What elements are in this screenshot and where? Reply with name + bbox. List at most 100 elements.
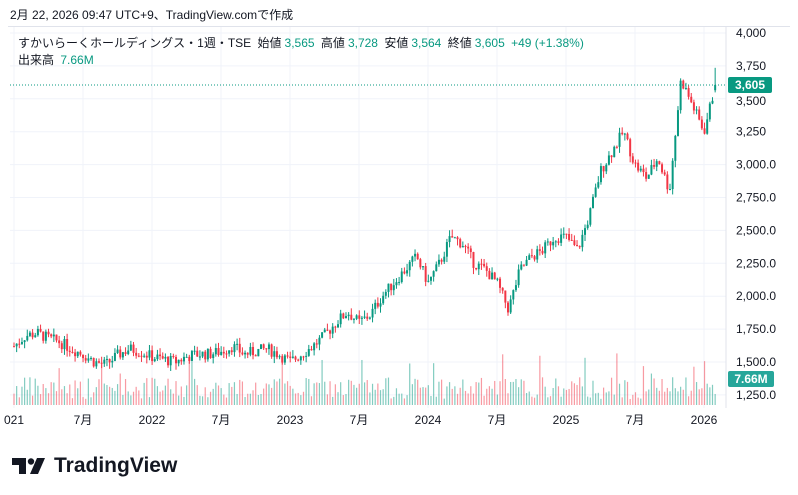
volume-bar	[119, 373, 121, 405]
volume-bar	[191, 355, 193, 405]
candle-body	[50, 334, 53, 337]
volume-bar	[515, 379, 517, 405]
volume-bar	[156, 386, 159, 405]
symbol-label[interactable]: すかいらーくホールディングス・1週・TSE	[18, 36, 252, 50]
candle-body	[185, 356, 188, 358]
volume-bar	[151, 377, 153, 405]
candle-body	[366, 316, 369, 319]
candle-body	[650, 165, 653, 175]
x-tick-label: 2026	[691, 413, 718, 427]
volume-bar	[377, 383, 379, 405]
volume-bar	[573, 383, 575, 405]
candle-body	[358, 315, 361, 319]
candle-body	[238, 343, 241, 353]
candle-body	[605, 164, 608, 172]
volume-bar	[61, 389, 63, 405]
candle-body	[42, 331, 45, 341]
candle-body	[629, 139, 632, 157]
candle-body	[63, 339, 66, 350]
volume-bar	[406, 395, 408, 405]
volume-bar	[664, 391, 666, 405]
volume-bar	[326, 394, 328, 405]
candle-body	[557, 241, 560, 243]
candle-body	[698, 109, 701, 120]
close-label: 終値	[447, 36, 472, 50]
candle-body	[291, 356, 294, 358]
volume-bar	[271, 387, 273, 405]
volume-bar	[249, 393, 251, 405]
volume-bar	[273, 379, 275, 405]
candle-body	[512, 290, 515, 300]
candle-body	[472, 252, 475, 268]
candle-body	[161, 356, 164, 359]
volume-bar	[632, 394, 634, 405]
candle-body	[313, 343, 316, 351]
volume-bar	[228, 383, 230, 405]
candle-body	[525, 259, 528, 266]
x-tick-label: 7月	[626, 413, 645, 427]
candle-body	[517, 269, 520, 286]
candle-body	[400, 271, 403, 282]
volume-bar	[504, 378, 506, 405]
candle-body	[39, 328, 42, 332]
candle-body	[706, 119, 709, 134]
volume-bar	[395, 388, 398, 405]
candle-body	[217, 348, 220, 355]
volume-bar	[608, 391, 610, 405]
candle-body	[549, 241, 552, 246]
candle-body	[395, 282, 398, 286]
volume-bar	[164, 385, 166, 405]
candle-body	[631, 156, 634, 163]
candle-body	[424, 266, 427, 282]
candle-body	[360, 317, 363, 319]
candle-body	[578, 246, 581, 248]
candle-body	[613, 146, 616, 158]
candle-body	[459, 239, 462, 248]
volume-bar	[45, 388, 47, 405]
volume-bar	[459, 387, 461, 405]
candle-body	[499, 278, 502, 288]
candle-body	[140, 355, 143, 357]
volume-bar	[345, 393, 347, 405]
candle-body	[111, 360, 114, 363]
volume-bar	[616, 353, 618, 405]
volume-bar	[605, 392, 607, 405]
candle-body	[113, 352, 116, 361]
candle-body	[432, 271, 435, 277]
volume-bar	[289, 385, 291, 405]
volume-bar	[111, 387, 113, 405]
volume-bar	[353, 384, 355, 405]
candle-body	[344, 316, 347, 319]
volume-bar	[180, 386, 182, 405]
candle-body	[584, 228, 587, 235]
volume-bar	[18, 397, 20, 405]
candle-body	[143, 355, 146, 357]
candle-body	[58, 340, 61, 344]
candle-body	[36, 328, 39, 336]
candle-body	[198, 356, 201, 358]
volume-bar	[135, 386, 137, 405]
volume-bar	[69, 384, 71, 405]
volume-bar	[236, 393, 238, 405]
tradingview-logo[interactable]: TradingView	[12, 454, 177, 478]
candle-body	[103, 359, 106, 364]
volume-bar	[90, 397, 92, 405]
candle-body	[190, 351, 193, 361]
volume-bar	[29, 377, 31, 405]
candle-body	[151, 350, 154, 362]
candle-body	[464, 246, 467, 248]
volume-bar	[310, 396, 313, 405]
candle-body	[156, 354, 159, 360]
candle-body	[671, 160, 674, 190]
candle-body	[278, 356, 281, 358]
candle-body	[520, 264, 523, 270]
volume-bar	[55, 391, 58, 405]
price-chart[interactable]: 4,000 3,750 3,500 3,250 3,000.0 2,750.0 2,500.…	[0, 0, 798, 440]
y-tick-label: 3,750	[736, 59, 766, 73]
volume-bar	[669, 391, 671, 405]
volume-bar	[385, 378, 387, 405]
volume-bar	[411, 384, 413, 405]
candle-body	[618, 132, 621, 147]
price-markers: 3,605 7.66M	[10, 76, 774, 387]
candle-body	[374, 302, 377, 309]
